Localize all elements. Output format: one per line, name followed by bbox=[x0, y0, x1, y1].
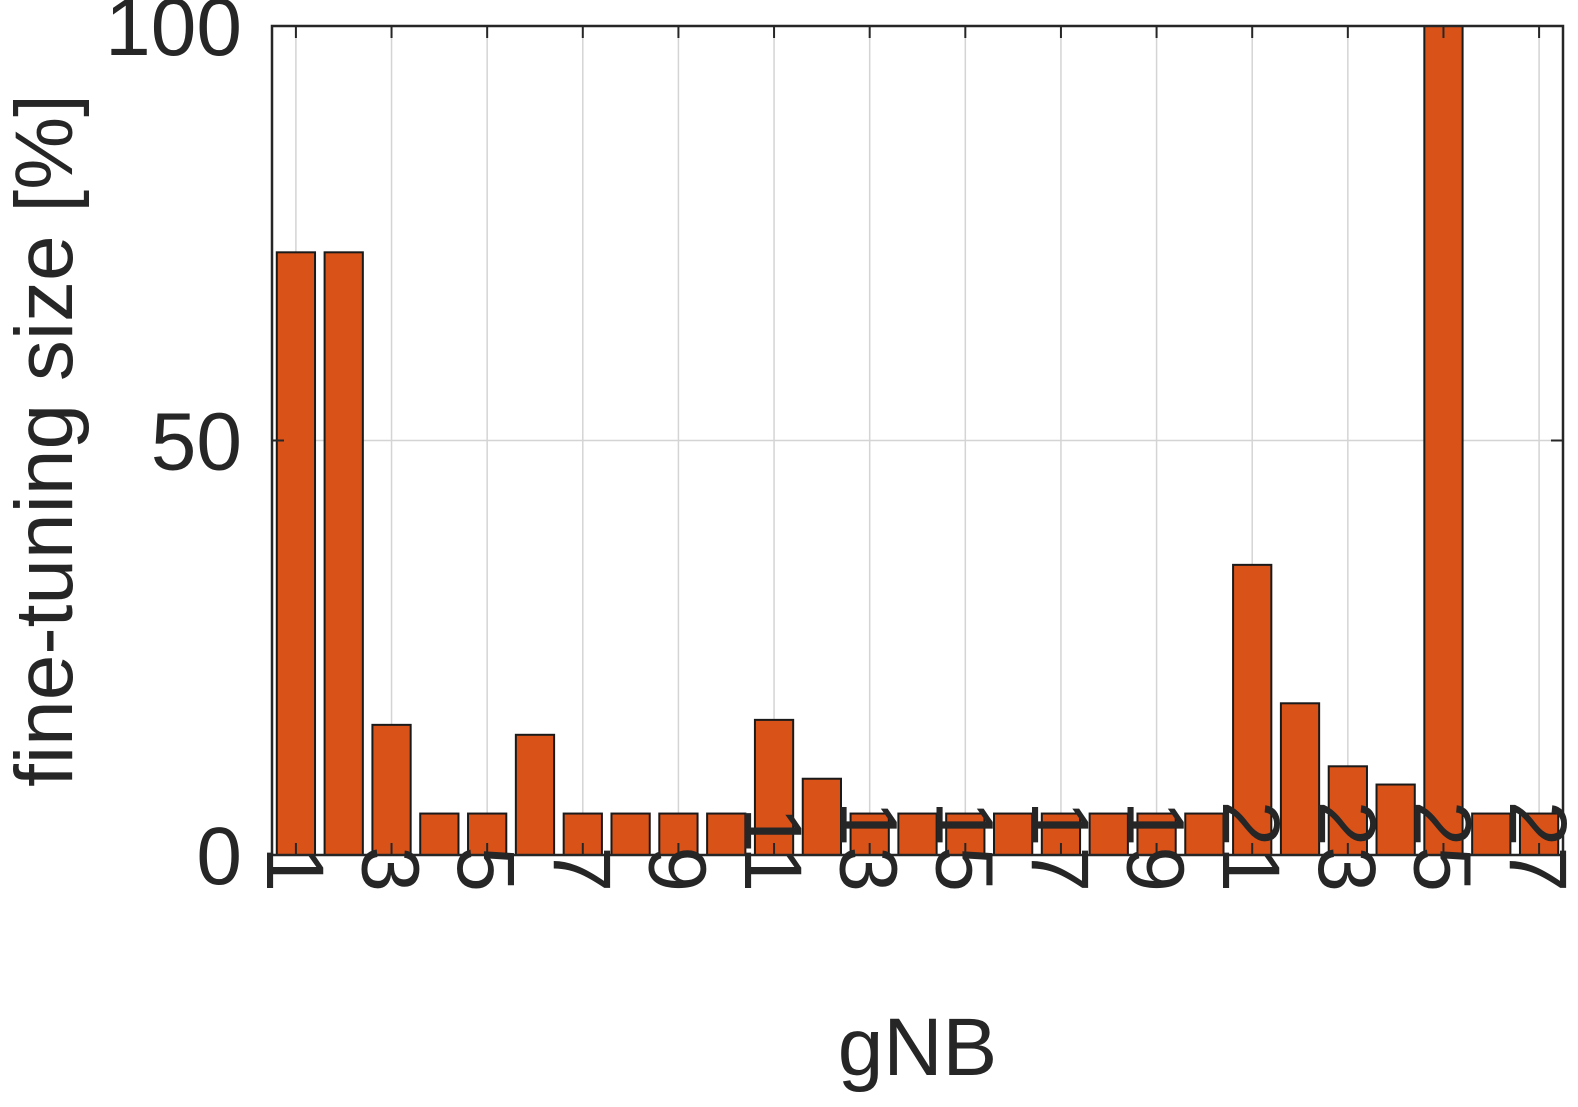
bar bbox=[1471, 812, 1512, 856]
bar bbox=[323, 251, 364, 856]
y-tick-label: 50 bbox=[151, 397, 242, 488]
bar bbox=[1327, 765, 1368, 856]
x-tick-labels: 1 3 5 7 9 11 13 15 17 19 21 23 25 27 bbox=[249, 801, 1578, 892]
x-tick-label: 17 bbox=[1014, 801, 1105, 892]
bar bbox=[1088, 812, 1129, 856]
y-tick-label: 100 bbox=[105, 0, 242, 73]
x-tick-label: 1 bbox=[249, 846, 340, 892]
y-tick-labels: 0 50 100 bbox=[105, 0, 242, 902]
bar bbox=[514, 733, 556, 856]
bar bbox=[1423, 25, 1464, 856]
bar bbox=[897, 812, 938, 856]
bar bbox=[1232, 563, 1273, 856]
x-tick-label: 27 bbox=[1492, 801, 1578, 892]
x-tick-label: 23 bbox=[1301, 801, 1392, 892]
bar bbox=[801, 777, 842, 856]
bar bbox=[275, 251, 317, 856]
x-tick-label: 11 bbox=[727, 807, 818, 892]
x-tick-label: 3 bbox=[345, 846, 436, 892]
x-tick-label: 7 bbox=[536, 846, 627, 892]
bar bbox=[1375, 783, 1416, 856]
bar bbox=[419, 812, 460, 856]
x-tick-label: 19 bbox=[1110, 801, 1201, 892]
bar bbox=[753, 718, 795, 856]
y-tick-label: 0 bbox=[196, 811, 242, 902]
bar bbox=[371, 723, 412, 856]
x-tick-label: 25 bbox=[1396, 801, 1487, 892]
y-axis-label: fine-tuning size [%] bbox=[0, 94, 90, 787]
x-tick-label: 21 bbox=[1205, 801, 1296, 892]
bar bbox=[1279, 702, 1321, 857]
x-tick-label: 5 bbox=[440, 846, 531, 892]
grid-lines bbox=[272, 26, 1563, 855]
x-axis-label: gNB bbox=[838, 1002, 998, 1093]
x-tick-label: 9 bbox=[631, 846, 722, 892]
x-tick-label: 13 bbox=[823, 801, 914, 892]
axis-ticks bbox=[272, 25, 1563, 856]
x-tick-label: 15 bbox=[918, 801, 1009, 892]
